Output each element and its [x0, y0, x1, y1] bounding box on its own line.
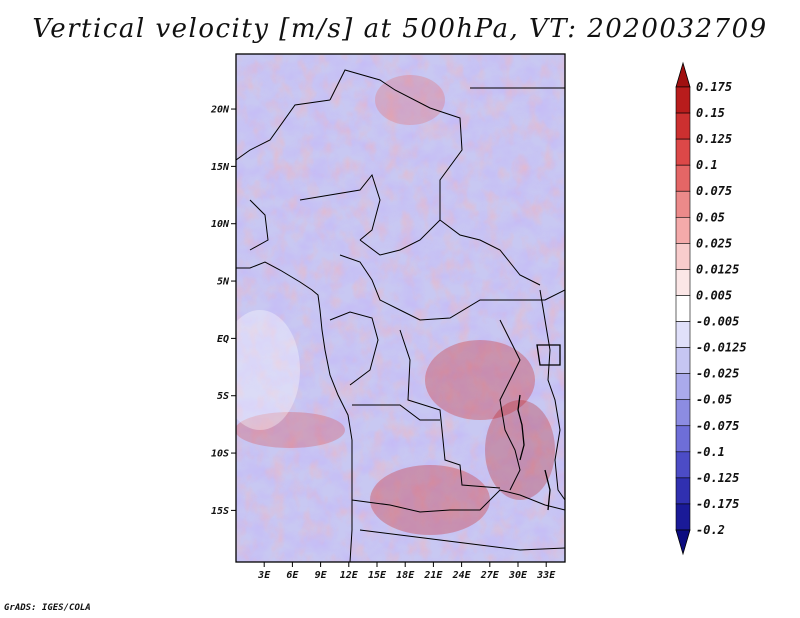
border — [329, 311, 379, 386]
colorbar-segment — [675, 373, 691, 401]
grads-credit: GrADS: IGES/COLA — [4, 603, 91, 613]
colorbar-segment — [675, 295, 691, 322]
border — [339, 254, 565, 321]
colorbar-segment — [675, 243, 691, 270]
colorbar-segment — [675, 86, 691, 114]
updraft-zone — [370, 465, 490, 535]
colorbar-label: -0.005 — [696, 315, 739, 329]
colorbar-segment — [675, 347, 691, 374]
lat-tick-label: 5N — [217, 277, 230, 288]
lon-tick-label: 33E — [536, 570, 556, 581]
colorbar-label: -0.2 — [696, 523, 725, 537]
border — [236, 99, 331, 161]
colorbar: 0.175 0.15 0.125 0.1 0.075 0.05 0.025 0.0125 0.0… — [675, 61, 747, 556]
colorbar-segment — [675, 451, 691, 479]
colorbar-label: 0.175 — [696, 80, 732, 94]
lon-tick-label: 15E — [368, 570, 387, 581]
colorbar-label: 0.075 — [696, 184, 732, 198]
border — [359, 529, 565, 551]
longitude-axis: 3E 6E 9E 12E 15E 18E 21E 24E 27E 30E 33E — [257, 562, 556, 581]
colorbar-segment — [675, 112, 691, 140]
colorbar-label: 0.025 — [696, 236, 732, 250]
lon-tick-label: 24E — [452, 570, 472, 581]
colorbar-label: 0.1 — [696, 158, 718, 172]
colorbar-segment — [675, 477, 691, 505]
border — [249, 199, 269, 251]
map-title: Vertical velocity [m/s] at 500hPa, VT: 2… — [32, 14, 768, 44]
lon-tick-label: 12E — [340, 570, 359, 581]
country-borders — [236, 69, 565, 562]
colorbar-label: 0.125 — [696, 132, 732, 146]
colorbar-segment — [675, 164, 691, 192]
colorbar-segment — [675, 138, 691, 166]
lon-tick-label: 27E — [480, 570, 500, 581]
colorbar-segment — [675, 321, 691, 348]
lat-tick-label: 10S — [211, 449, 229, 460]
border — [539, 289, 565, 501]
updraft-zone — [425, 340, 535, 420]
updraft-zone — [375, 75, 445, 125]
colorbar-label: -0.05 — [696, 393, 732, 407]
lat-tick-label: EQ — [217, 334, 229, 345]
field-red-noise — [236, 54, 565, 562]
lon-tick-label: 3E — [257, 570, 271, 581]
lake-malawi — [544, 469, 551, 511]
lakes — [517, 344, 561, 511]
lake-tanganyika — [517, 394, 525, 461]
colorbar-bottom-arrow — [675, 529, 691, 556]
lon-tick-label: 30E — [508, 570, 528, 581]
border — [499, 319, 521, 491]
lon-tick-label: 18E — [396, 570, 415, 581]
colorbar-label: -0.125 — [696, 471, 739, 485]
colorbar-segment — [675, 399, 691, 427]
lat-tick-label: 5S — [217, 391, 229, 402]
lon-tick-label: 21E — [423, 570, 443, 581]
border — [359, 219, 541, 286]
coastline — [236, 261, 353, 562]
colorbar-label: -0.175 — [696, 497, 739, 511]
velocity-field — [236, 54, 565, 562]
border — [329, 69, 463, 220]
colorbar-label: 0.15 — [696, 106, 725, 120]
colorbar-label: 0.0125 — [696, 262, 739, 276]
border — [351, 489, 565, 513]
lon-tick-label: 6E — [286, 570, 299, 581]
colorbar-top-arrow — [675, 61, 691, 88]
colorbar-label: -0.1 — [696, 445, 725, 459]
colorbar-label: 0.005 — [696, 288, 732, 302]
lat-tick-label: 20N — [210, 105, 230, 116]
colorbar-segment — [675, 216, 691, 244]
colorbar-segment — [675, 269, 691, 296]
border — [352, 404, 440, 421]
updraft-zone — [236, 412, 345, 448]
lat-tick-label: 15N — [211, 162, 230, 173]
colorbar-segment — [675, 190, 691, 218]
updraft-zone — [485, 400, 555, 500]
colorbar-segment — [675, 503, 691, 531]
colorbar-label: -0.025 — [696, 367, 739, 381]
colorbar-label: 0.05 — [696, 210, 725, 224]
colorbar-label: -0.0125 — [696, 341, 747, 355]
colorbar-label: -0.075 — [696, 419, 739, 433]
lon-tick-label: 9E — [315, 570, 328, 581]
colorbar-segment — [675, 425, 691, 453]
border — [299, 173, 381, 241]
map-frame — [235, 53, 566, 563]
weak-zone — [236, 310, 300, 430]
latitude-axis: 20N 15N 10N 5N EQ 5S 10S 15S — [210, 105, 236, 517]
lat-tick-label: 15S — [211, 506, 229, 517]
lake-victoria — [536, 344, 561, 366]
lat-tick-label: 10N — [211, 219, 230, 230]
border — [399, 329, 501, 489]
